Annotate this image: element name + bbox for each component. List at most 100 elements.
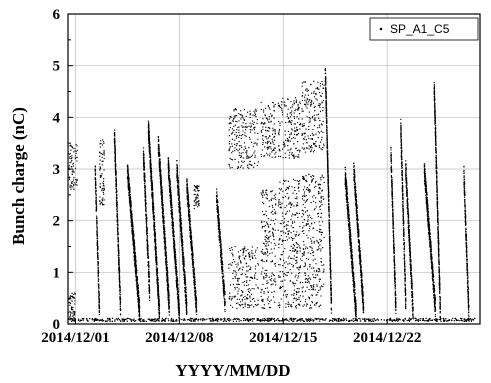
- data-point: [155, 318, 157, 320]
- data-point: [128, 187, 130, 189]
- data-point: [95, 210, 97, 212]
- data-point: [227, 319, 229, 322]
- data-point: [75, 143, 77, 146]
- data-point: [267, 320, 270, 322]
- data-point: [148, 143, 151, 145]
- data-point: [161, 199, 164, 202]
- data-point: [301, 318, 303, 320]
- data-point: [142, 319, 144, 321]
- data-point: [72, 163, 74, 165]
- data-point: [147, 261, 150, 263]
- data-point: [118, 279, 121, 281]
- data-point: [155, 242, 157, 244]
- data-point: [162, 208, 164, 210]
- data-point: [115, 178, 117, 180]
- data-point: [116, 197, 118, 199]
- data-point: [472, 319, 474, 321]
- data-point: [131, 223, 134, 226]
- data-points: [67, 67, 476, 323]
- data-point: [173, 320, 175, 323]
- data-point: [164, 319, 167, 321]
- data-point: [162, 218, 165, 221]
- data-point: [72, 165, 75, 167]
- data-point: [453, 320, 456, 322]
- data-point: [151, 186, 154, 189]
- data-point: [343, 318, 345, 321]
- data-point: [135, 283, 138, 285]
- data-point: [238, 320, 240, 322]
- data-point: [114, 156, 117, 158]
- data-point: [130, 208, 132, 210]
- data-point: [276, 318, 279, 320]
- data-point: [216, 319, 218, 322]
- data-point: [161, 319, 163, 322]
- data-point: [396, 317, 398, 320]
- data-point: [148, 264, 150, 267]
- data-point: [157, 152, 160, 155]
- data-point: [148, 150, 151, 152]
- data-point: [128, 193, 130, 195]
- data-point: [117, 249, 120, 251]
- data-point: [433, 319, 436, 321]
- data-point: [119, 308, 121, 310]
- data-point: [133, 245, 135, 247]
- data-point: [127, 179, 130, 181]
- data-point: [167, 165, 169, 167]
- data-point: [97, 269, 99, 271]
- data-point: [145, 201, 147, 204]
- data-point: [308, 318, 310, 320]
- data-point: [133, 318, 135, 320]
- data-point: [164, 246, 166, 248]
- data-point: [103, 193, 105, 195]
- data-point: [325, 317, 327, 320]
- data-point: [70, 295, 73, 298]
- data-point: [130, 217, 132, 219]
- data-point: [145, 203, 147, 206]
- data-point: [95, 318, 98, 320]
- data-point: [158, 309, 160, 312]
- data-point: [143, 154, 145, 156]
- data-point: [396, 318, 398, 321]
- data-point: [317, 318, 319, 320]
- data-point: [100, 142, 102, 144]
- data-point: [169, 180, 171, 182]
- data-point: [157, 286, 159, 288]
- data-point: [259, 320, 262, 323]
- data-point: [240, 319, 242, 322]
- data-point: [157, 291, 159, 293]
- data-point: [159, 167, 161, 169]
- data-point: [71, 300, 73, 302]
- data-point: [365, 318, 368, 320]
- data-point: [178, 196, 180, 198]
- data-point: [116, 212, 118, 214]
- data-point: [134, 249, 136, 251]
- data-point: [176, 285, 178, 287]
- data-point: [169, 184, 171, 187]
- data-point: [158, 149, 160, 152]
- data-point: [96, 232, 98, 234]
- data-point: [138, 310, 140, 312]
- data-point: [351, 319, 353, 322]
- data-point: [167, 296, 170, 299]
- data-point: [124, 318, 126, 321]
- data-point: [362, 318, 364, 320]
- data-point: [364, 318, 366, 320]
- data-point: [129, 198, 131, 200]
- data-point: [349, 320, 351, 322]
- data-point: [140, 317, 142, 320]
- data-point: [148, 140, 150, 142]
- data-point: [130, 224, 133, 226]
- data-point: [352, 318, 354, 320]
- data-point: [117, 243, 120, 245]
- data-point: [126, 165, 129, 167]
- data-point: [167, 319, 170, 322]
- data-point: [74, 167, 77, 170]
- data-point: [69, 319, 71, 321]
- data-point: [429, 317, 431, 320]
- data-point: [148, 281, 150, 283]
- data-point: [117, 229, 119, 231]
- data-point: [145, 320, 147, 323]
- data-point: [243, 317, 245, 320]
- data-point: [114, 171, 117, 173]
- data-point: [179, 201, 181, 204]
